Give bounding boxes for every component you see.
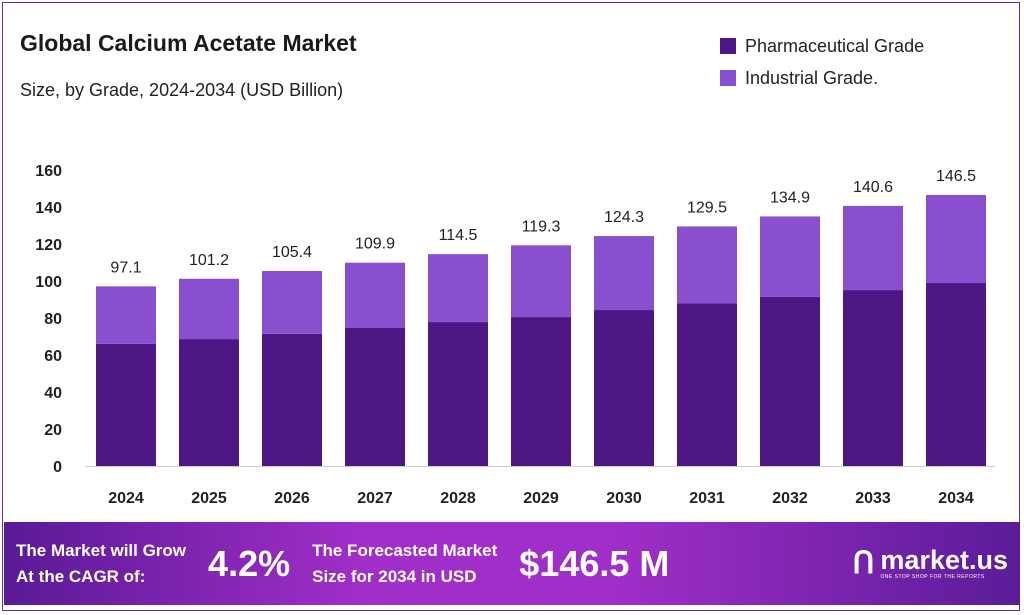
x-tick-label: 2029 (523, 490, 559, 507)
data-label-total: 129.5 (687, 199, 727, 216)
bar-pharmaceutical (96, 343, 156, 466)
bar-pharmaceutical (926, 283, 986, 466)
forecast-label-line: Size for 2034 in USD (312, 566, 477, 586)
y-tick-label: 160 (35, 163, 62, 180)
forecast-label-line: The Forecasted Market (312, 540, 498, 560)
bar-industrial (428, 254, 488, 323)
legend-swatch (720, 70, 736, 86)
bar-pharmaceutical (428, 322, 488, 466)
legend-label: Pharmaceutical Grade (745, 35, 925, 56)
bar-industrial (926, 194, 986, 284)
data-label-total: 146.5 (936, 168, 976, 185)
legend-item-pharmaceutical: Pharmaceutical Grade (720, 30, 924, 62)
data-label-total: 109.9 (355, 236, 395, 253)
x-tick-label: 2034 (938, 490, 974, 507)
y-tick-label: 80 (44, 311, 62, 328)
bar-industrial (760, 216, 820, 297)
bar-pharmaceutical (594, 310, 654, 466)
bar-industrial (511, 245, 571, 318)
legend: Pharmaceutical Grade Industrial Grade. (720, 30, 924, 94)
bar-industrial (594, 236, 654, 311)
bar-industrial (179, 278, 239, 340)
y-tick-label: 100 (35, 274, 62, 291)
data-label-total: 140.6 (853, 179, 893, 196)
x-tick-label: 2028 (440, 490, 476, 507)
data-label-total: 97.1 (110, 259, 141, 276)
forecast-label: The Forecasted Market Size for 2034 in US… (312, 538, 497, 590)
data-label-total: 134.9 (770, 189, 810, 206)
data-label-total: 101.2 (189, 252, 229, 269)
x-tick-label: 2026 (274, 490, 310, 507)
cagr-label-line: The Market will Grow (16, 540, 187, 560)
x-tick-label: 2024 (108, 490, 144, 507)
data-label-total: 124.3 (604, 209, 644, 226)
legend-label: Industrial Grade. (745, 67, 879, 88)
brand-name: market.us (880, 545, 1008, 575)
bar-industrial (345, 262, 405, 328)
data-label-total: 105.4 (272, 244, 312, 261)
bar-pharmaceutical (345, 327, 405, 466)
bar-pharmaceutical (760, 296, 820, 466)
x-tick-label: 2027 (357, 490, 393, 507)
x-tick-label: 2033 (855, 490, 891, 507)
logo-mark-icon: ᑎ (852, 546, 875, 580)
y-tick-label: 60 (44, 348, 62, 365)
x-tick-label: 2031 (689, 490, 725, 507)
legend-swatch (720, 38, 736, 54)
bar-chart: 0 20 40 60 80 100 120 140 160 97.1 2024 101.2 2025 10… (35, 163, 995, 507)
y-tick-label: 0 (53, 459, 62, 476)
bar-pharmaceutical (179, 339, 239, 466)
bar-pharmaceutical (677, 303, 737, 466)
x-tick-label: 2030 (606, 490, 642, 507)
chart-subtitle: Size, by Grade, 2024-2034 (USD Billion) (20, 80, 344, 100)
y-tick-label: 120 (35, 237, 62, 254)
bar-pharmaceutical (511, 317, 571, 466)
x-tick-label: 2025 (191, 490, 227, 507)
brand-tagline: ONE STOP SHOP FOR THE REPORTS (880, 574, 985, 580)
forecast-value: $146.5 M (519, 542, 670, 584)
bar-pharmaceutical (262, 333, 322, 466)
cagr-label-line: At the CAGR of: (16, 566, 146, 586)
chart-title: Global Calcium Acetate Market (20, 30, 357, 56)
bar-industrial (843, 205, 903, 291)
y-tick-label: 40 (44, 385, 62, 402)
bar-industrial (96, 286, 156, 344)
data-label-total: 119.3 (522, 218, 561, 235)
bar-industrial (677, 226, 737, 304)
summary-banner: The Market will Grow At the CAGR of: 4.2%… (4, 522, 1020, 605)
bar-pharmaceutical (843, 290, 903, 466)
x-tick-label: 2032 (772, 490, 808, 507)
legend-item-industrial: Industrial Grade. (720, 62, 924, 94)
bar-industrial (262, 271, 322, 334)
cagr-value: 4.2% (208, 542, 291, 584)
data-label-total: 114.5 (439, 227, 478, 244)
y-tick-label: 140 (35, 200, 62, 217)
cagr-label: The Market will Grow At the CAGR of: (16, 538, 186, 590)
y-tick-label: 20 (44, 422, 62, 439)
brand-logo: ᑎ market.us ONE STOP SHOP FOR THE REPORTS (852, 546, 1008, 581)
